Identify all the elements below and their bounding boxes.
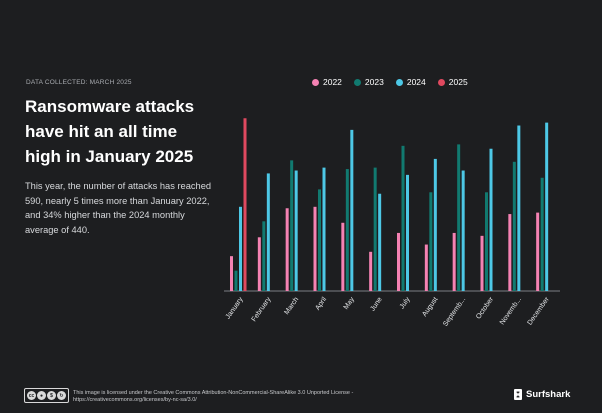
- sa-icon: ↻: [57, 391, 66, 400]
- x-tick-label: October: [475, 296, 495, 321]
- bar-2024-0: [239, 206, 242, 291]
- license-text: This image is licensed under the Creativ…: [73, 390, 354, 403]
- bar-2022-5: [369, 251, 373, 291]
- bar-2023-7: [429, 192, 433, 291]
- x-tick-label: Septemb...: [442, 296, 467, 328]
- bar-2023-9: [485, 192, 488, 291]
- bar-2024-9: [489, 148, 493, 291]
- legend-label: 2023: [364, 77, 384, 87]
- bar-2022-4: [341, 222, 345, 291]
- bar-2023-11: [540, 177, 544, 291]
- bar-2024-3: [322, 167, 326, 291]
- bar-2024-7: [433, 158, 437, 291]
- bar-2024-1: [266, 173, 270, 291]
- nc-icon: $: [47, 391, 56, 400]
- bar-2023-2: [290, 160, 294, 291]
- summary-text: This year, the number of attacks has rea…: [25, 181, 212, 235]
- x-tick-label: March: [283, 296, 300, 316]
- brand-name: Surfshark: [526, 389, 571, 400]
- x-tick-label: May: [343, 296, 357, 311]
- bar-2023-8: [457, 144, 461, 291]
- cc-icon: cc: [27, 391, 36, 400]
- bar-2022-11: [536, 212, 540, 291]
- legend-item-2023: 2023: [353, 77, 384, 87]
- bar-2023-4: [345, 169, 349, 291]
- x-tick-label: December: [527, 296, 552, 327]
- legend-swatch: [312, 78, 319, 86]
- bar-2023-10: [512, 161, 516, 291]
- bar-2023-5: [373, 167, 377, 291]
- bar-2022-6: [397, 232, 400, 291]
- bar-2024-2: [294, 170, 298, 291]
- data-collected-label: DATA COLLECTED: MARCH 2025: [26, 79, 132, 86]
- cc-license-badge[interactable]: cc ● $ ↻: [24, 388, 69, 403]
- bar-2024-10: [517, 125, 521, 291]
- bar-2024-11: [545, 122, 549, 291]
- license-footer: cc ● $ ↻ This image is licensed under th…: [24, 388, 413, 404]
- legend-label: 2024: [406, 77, 426, 87]
- x-tick-label: April: [314, 296, 328, 312]
- bar-2022-1: [257, 237, 261, 291]
- x-tick-label: Novemb...: [499, 296, 523, 326]
- legend-swatch: [353, 78, 361, 86]
- bar-2023-0: [234, 270, 238, 291]
- legend-swatch: [437, 78, 445, 86]
- bar-2022-0: [230, 256, 233, 291]
- bar-2022-10: [508, 214, 512, 291]
- headline: Ransomware attacks have hit an all time …: [25, 97, 195, 166]
- bar-2022-9: [480, 235, 484, 291]
- x-tick-label: August: [421, 296, 439, 318]
- bar-2024-4: [350, 129, 354, 291]
- bar-2024-5: [378, 193, 382, 291]
- bar-2023-1: [262, 221, 266, 291]
- bar-2022-7: [424, 244, 428, 291]
- legend-item-2022: 2022: [312, 77, 342, 87]
- bar-2024-6: [406, 174, 409, 291]
- surfshark-logo-icon: [514, 389, 522, 400]
- brand-logo: Surfshark: [513, 388, 570, 401]
- bar-2024-8: [461, 170, 465, 291]
- chart-legend: 2022 2023 2024 2025: [312, 77, 468, 87]
- legend-label: 2025: [448, 77, 468, 87]
- x-tick-label: June: [369, 296, 384, 313]
- by-icon: ●: [37, 391, 46, 400]
- bar-2022-3: [313, 206, 317, 291]
- legend-label: 2022: [323, 77, 342, 87]
- legend-item-2025: 2025: [437, 77, 468, 87]
- bar-2022-2: [285, 208, 289, 291]
- bar-2022-8: [452, 232, 456, 291]
- bar-2023-6: [401, 145, 405, 291]
- x-tick-label: July: [399, 296, 412, 311]
- bar-2025-0: [243, 118, 247, 292]
- legend-item-2024: 2024: [395, 77, 426, 87]
- x-tick-label: February: [251, 296, 273, 323]
- x-tick-label: January: [225, 296, 245, 321]
- bar-2023-3: [318, 189, 321, 291]
- legend-swatch: [395, 78, 403, 86]
